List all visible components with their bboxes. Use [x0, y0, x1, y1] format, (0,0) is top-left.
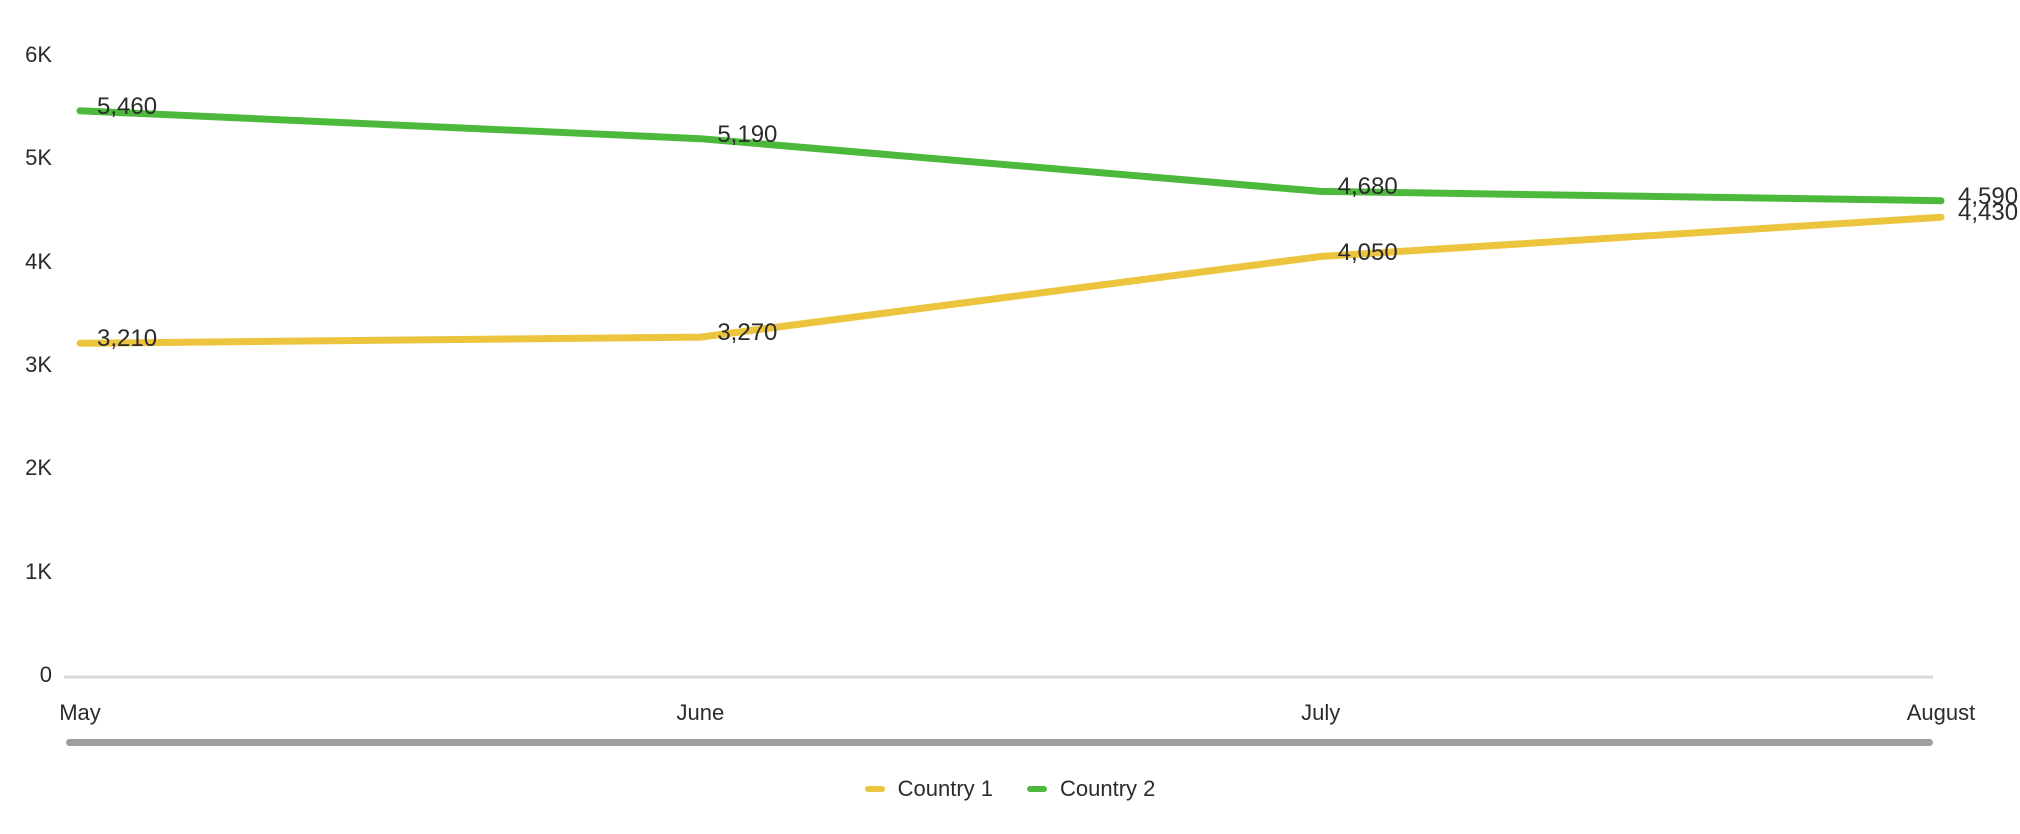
chart-scrollbar[interactable]	[66, 739, 1933, 746]
y-tick-label: 4K	[25, 248, 52, 274]
y-tick-label: 3K	[25, 352, 52, 377]
data-label: 5,190	[717, 120, 778, 148]
x-tick-label: June	[676, 700, 725, 725]
data-label: 3,210	[97, 325, 158, 353]
data-label: 3,270	[717, 319, 778, 347]
y-tick-label: 5K	[25, 145, 52, 171]
y-tick-label: 0	[39, 662, 52, 687]
series-line-2[interactable]	[76, 107, 1945, 205]
data-label: 4,430	[1958, 199, 2019, 227]
legend-swatch-icon	[864, 786, 885, 792]
legend-item-1[interactable]: Country 1	[864, 776, 993, 802]
data-label: 4,590	[1958, 182, 2019, 210]
series-line-1[interactable]	[76, 213, 1945, 347]
x-tick-label: August	[1906, 700, 1976, 725]
x-tick-label: May	[59, 700, 101, 725]
legend: Country 1 Country 2	[0, 776, 2020, 802]
x-tick-label: July	[1301, 700, 1341, 725]
legend-label: Country 1	[897, 776, 993, 801]
legend-swatch-icon	[1027, 786, 1047, 792]
y-tick-label: 6K	[25, 42, 52, 67]
data-label: 4,050	[1337, 238, 1398, 266]
data-label: 5,460	[97, 92, 158, 120]
data-label: 4,680	[1337, 173, 1398, 201]
legend-item-2[interactable]: Country 2	[1027, 776, 1155, 802]
legend-label: Country 2	[1060, 776, 1156, 801]
y-tick-label: 1K	[25, 558, 52, 584]
y-tick-label: 2K	[25, 455, 52, 481]
